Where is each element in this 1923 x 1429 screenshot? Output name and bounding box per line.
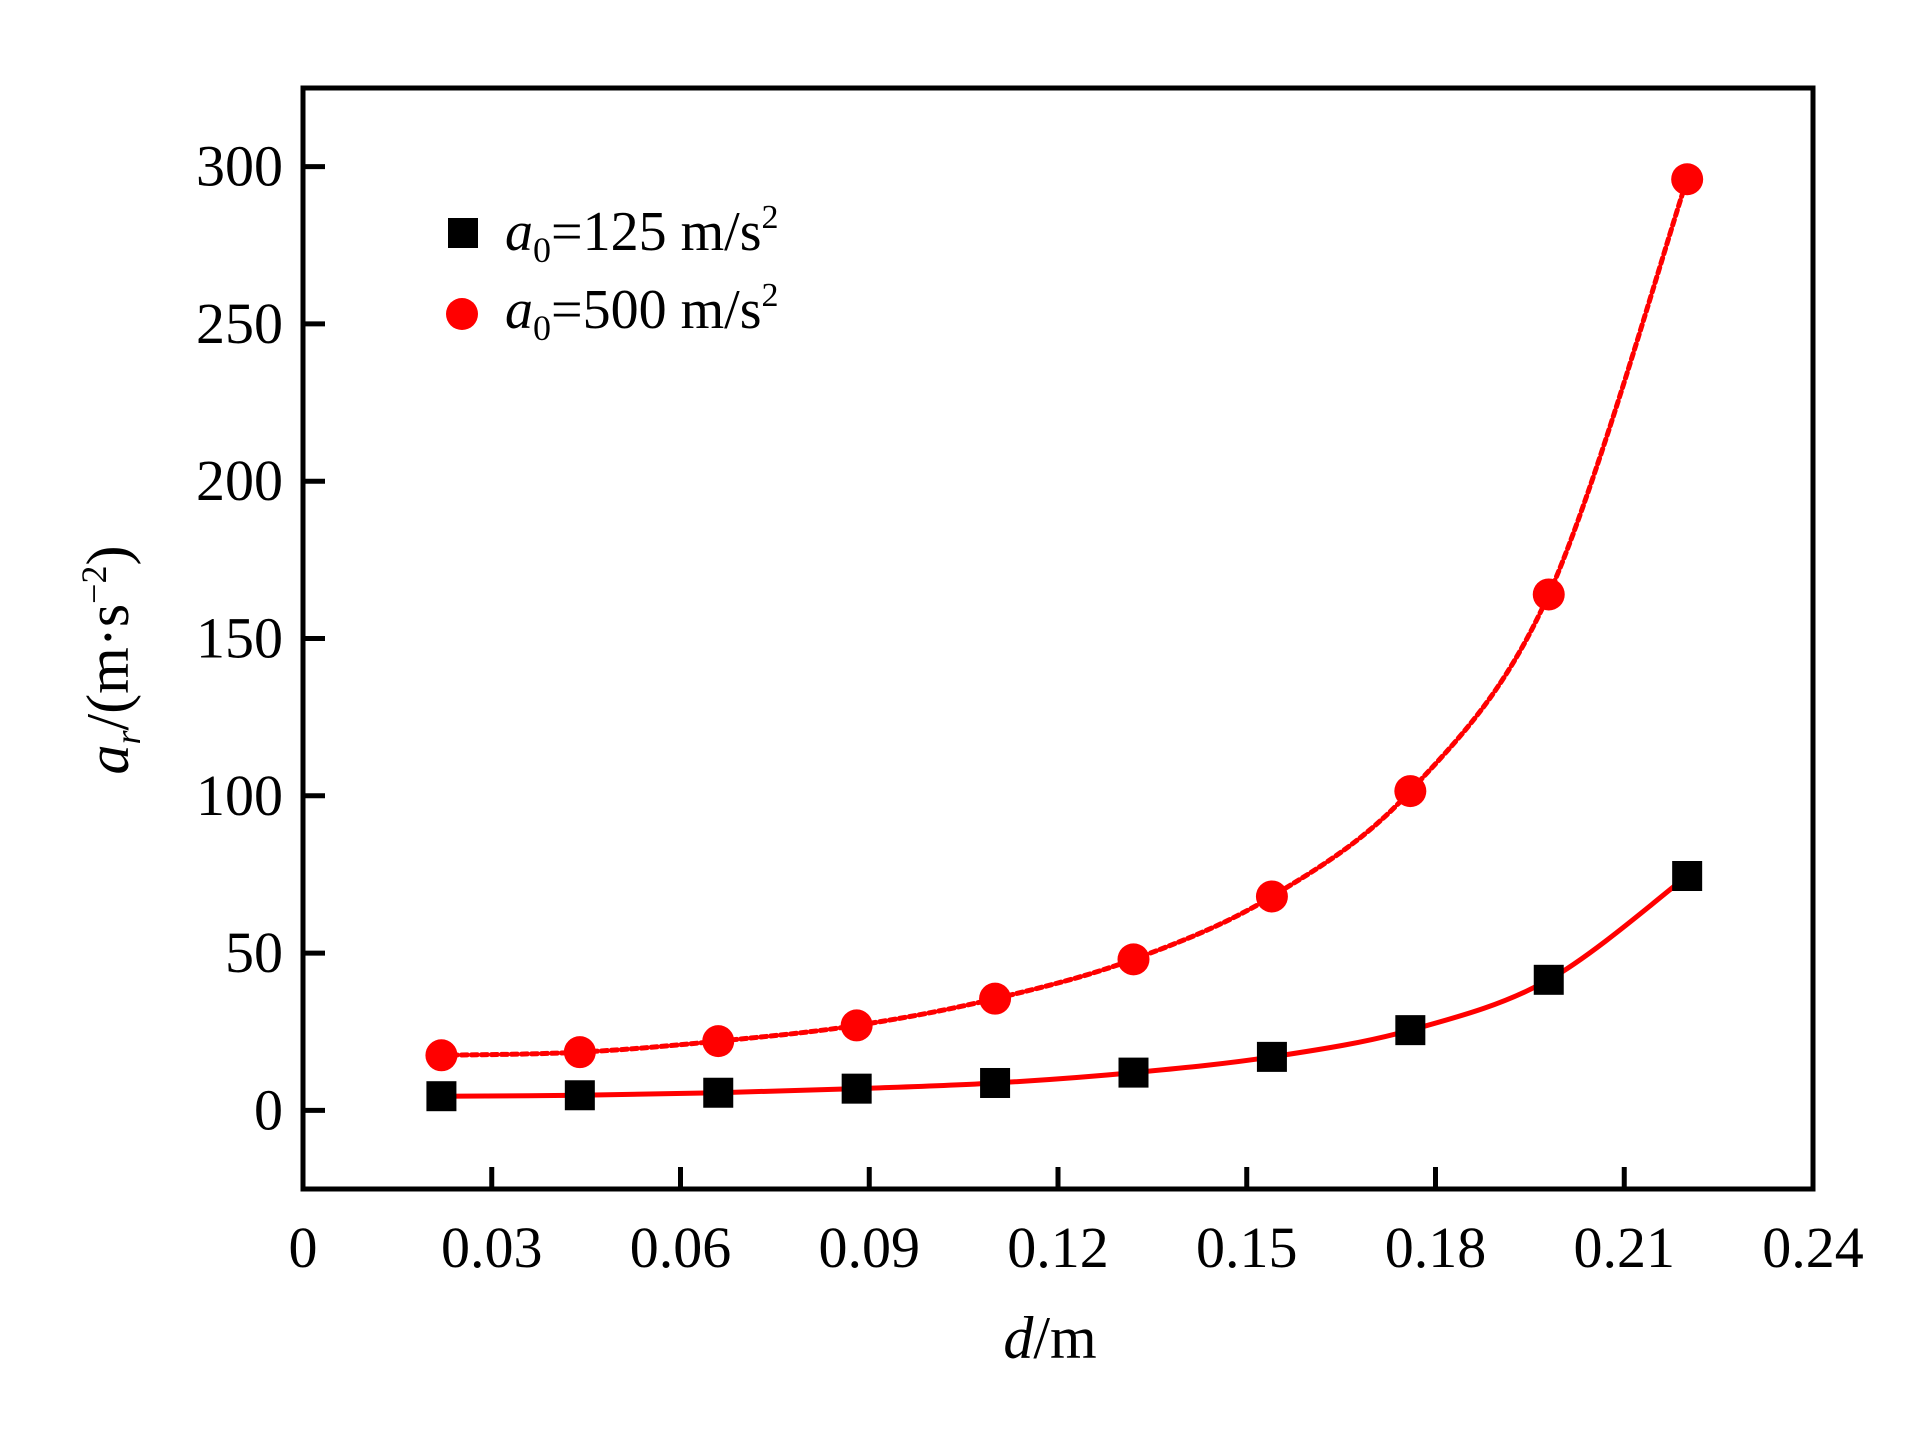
legend-var: a <box>505 279 533 341</box>
x-tick-label: 0.18 <box>1385 1215 1487 1280</box>
x-tick-label: 0.12 <box>1007 1215 1109 1280</box>
data-point-circle <box>1117 943 1150 976</box>
data-point-circle <box>563 1036 596 1069</box>
y-tick-label: 150 <box>196 606 283 671</box>
x-tick-label: 0.21 <box>1574 1215 1676 1280</box>
legend-sub: 0 <box>533 230 551 270</box>
x-tick-label: 0.24 <box>1762 1215 1864 1280</box>
legend-marker-circle <box>446 298 478 330</box>
legend-sup: 2 <box>762 277 779 314</box>
x-axis: 0 0.03 0.06 0.09 0.12 0.15 0.18 0.21 0.24 <box>289 1167 1864 1280</box>
data-point-circle <box>1255 880 1288 913</box>
x-tick-label: 0.03 <box>441 1215 543 1280</box>
legend-label-series-1: a0=125 m/s2 <box>505 199 779 270</box>
data-point-square <box>1395 1015 1426 1046</box>
legend-text: =125 m/s <box>551 201 762 263</box>
y-axis-title: ar/(m·s−2) <box>74 546 148 775</box>
x-axis-var: d <box>1003 1305 1034 1371</box>
y-axis-close: ) <box>75 546 141 566</box>
y-axis-sub: r <box>108 729 148 744</box>
data-point-circle <box>1671 163 1704 196</box>
data-point-circle <box>1394 775 1427 808</box>
y-tick-label: 250 <box>196 291 283 356</box>
legend-text: =500 m/s <box>551 279 762 341</box>
data-point-square <box>841 1073 872 1104</box>
x-tick-label: 0.09 <box>819 1215 921 1280</box>
data-point-circle <box>840 1009 873 1042</box>
x-tick-label: 0 <box>289 1215 318 1280</box>
data-point-square <box>980 1067 1011 1098</box>
y-tick-label: 200 <box>196 448 283 513</box>
legend-marker-square <box>448 218 478 248</box>
y-axis: 0 50 100 150 200 250 300 <box>196 134 325 1142</box>
data-markers <box>425 163 1704 1112</box>
y-tick-label: 50 <box>225 920 283 985</box>
data-point-square <box>1118 1057 1149 1088</box>
data-point-circle <box>979 982 1012 1015</box>
fit-line-series-1 <box>438 873 1690 1099</box>
y-axis-exp: −2 <box>74 566 114 604</box>
legend: a0=125 m/s2 a0=500 m/s2 <box>446 199 779 348</box>
legend-label-series-2: a0=500 m/s2 <box>505 277 779 348</box>
y-tick-label: 300 <box>196 134 283 199</box>
data-point-square <box>703 1077 734 1108</box>
data-point-square <box>1533 964 1564 995</box>
data-point-circle <box>702 1025 735 1058</box>
y-axis-var: a <box>75 744 141 774</box>
x-tick-label: 0.06 <box>630 1215 732 1280</box>
y-axis-unit: /(m·s <box>75 604 141 731</box>
legend-var: a <box>505 201 533 263</box>
y-tick-label: 0 <box>254 1077 283 1142</box>
data-point-square <box>1672 861 1703 892</box>
data-point-circle <box>1532 578 1565 611</box>
x-tick-label: 0.15 <box>1196 1215 1298 1280</box>
data-point-square <box>1256 1041 1287 1072</box>
legend-sub: 0 <box>533 308 551 348</box>
y-tick-label: 100 <box>196 763 283 828</box>
data-point-square <box>564 1080 595 1111</box>
data-point-circle <box>425 1039 458 1072</box>
data-point-square <box>426 1081 457 1112</box>
x-axis-unit: /m <box>1033 1305 1096 1371</box>
x-axis-title: d/m <box>1003 1305 1096 1371</box>
legend-sup: 2 <box>762 199 779 236</box>
